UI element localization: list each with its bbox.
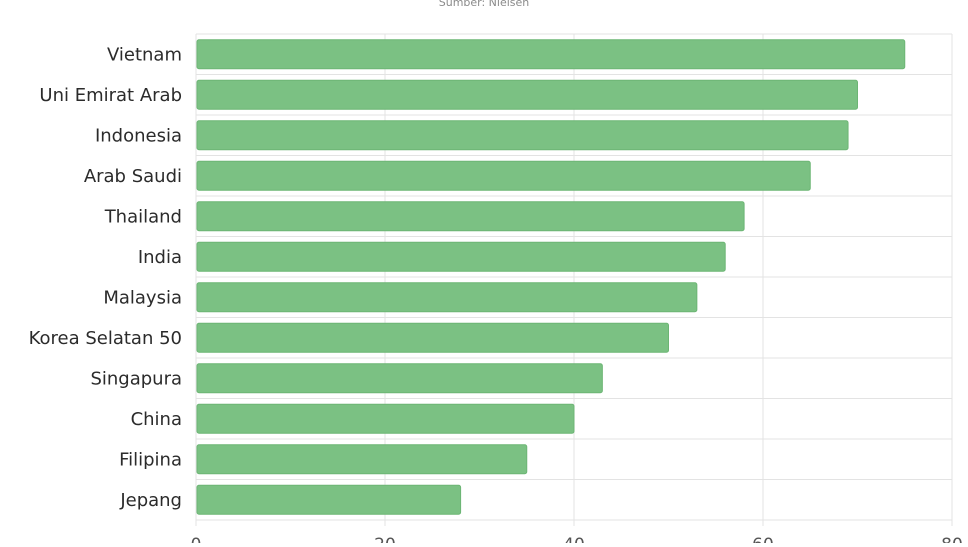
x-tick-label: 40	[563, 535, 585, 543]
category-label: Singapura	[90, 368, 182, 389]
category-label: Uni Emirat Arab	[39, 85, 182, 106]
category-label: Thailand	[104, 206, 182, 227]
bar-layer	[196, 39, 906, 515]
bar-singapura	[196, 363, 603, 394]
category-label: Indonesia	[95, 125, 182, 146]
bar-thailand	[196, 201, 745, 232]
bar-malaysia	[196, 282, 698, 313]
bar-arab-saudi	[196, 160, 811, 191]
category-label: Arab Saudi	[84, 166, 182, 187]
category-label: Korea Selatan 50	[29, 328, 182, 349]
grid-layer	[195, 33, 953, 526]
tick-label-layer: 0 20 40 60 80	[191, 535, 963, 547]
source-note: Sumber: Nielsen	[438, 0, 530, 9]
bar-uni-emirat-arab	[196, 79, 858, 110]
category-label: Vietnam	[107, 44, 182, 65]
category-label-layer: Vietnam Uni Emirat Arab Indonesia Arab Saud…	[29, 44, 182, 511]
bar-filipina	[196, 444, 528, 475]
category-label: Jepang	[119, 490, 182, 511]
x-tick-label: 0	[191, 535, 202, 543]
x-tick-label: 60	[752, 535, 774, 543]
category-label: Filipina	[119, 449, 182, 470]
bar-china	[196, 403, 575, 434]
category-label: Malaysia	[103, 287, 182, 308]
bar-vietnam	[196, 39, 906, 70]
bar-jepang	[196, 484, 462, 515]
bar-indonesia	[196, 120, 849, 151]
category-label: China	[131, 409, 182, 430]
x-tick-label: 20	[374, 535, 396, 543]
bar-india	[196, 241, 726, 272]
bar-korea-selatan-50	[196, 322, 669, 353]
category-label: India	[138, 247, 182, 268]
x-tick-label: 80	[941, 535, 963, 543]
